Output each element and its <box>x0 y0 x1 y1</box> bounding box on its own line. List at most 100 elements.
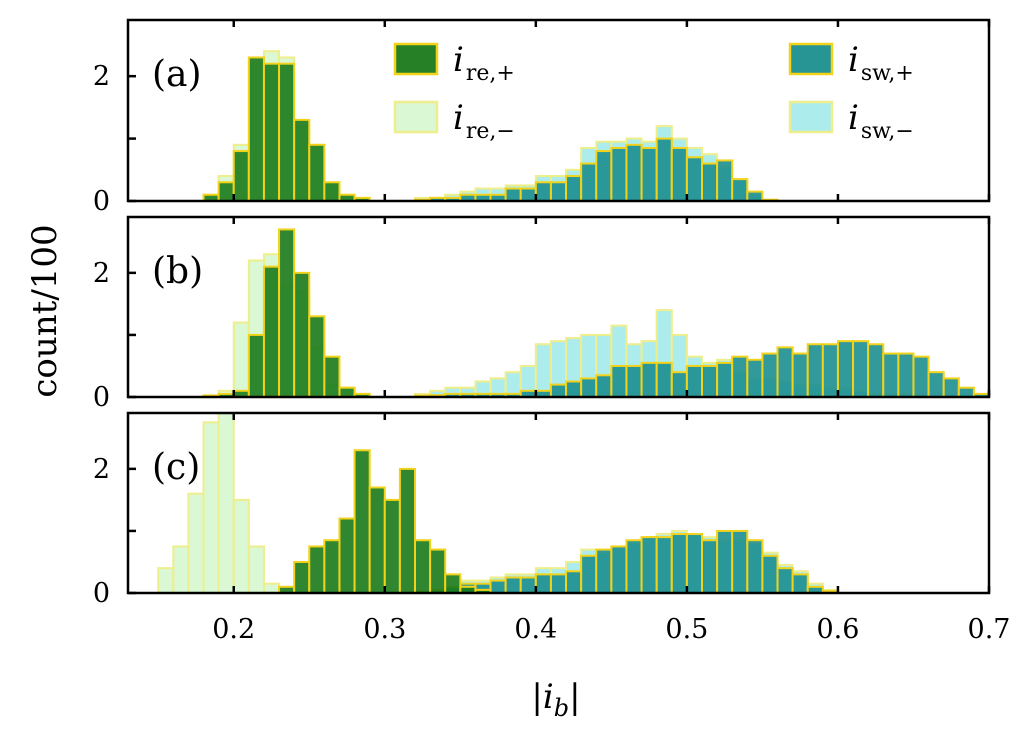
bar-sw-plus <box>746 190 764 201</box>
axes-frame <box>126 215 991 399</box>
bar-re-plus <box>353 449 371 593</box>
y-tick-label: 0 <box>93 578 110 609</box>
x-tick-label: 0.3 <box>363 614 406 645</box>
bar-sw-plus <box>731 355 749 397</box>
bars <box>202 50 779 201</box>
bar-re-plus <box>217 181 235 201</box>
bar-sw-plus <box>519 187 537 201</box>
bar-sw-plus <box>670 146 688 201</box>
bar-sw-plus <box>957 386 975 397</box>
bar-sw-plus <box>731 178 749 201</box>
bar-re-minus <box>247 545 265 593</box>
bar-re-plus <box>278 228 296 397</box>
legend-item-re-plus: ire,+ <box>393 40 515 86</box>
bar-sw-plus <box>701 162 719 201</box>
bar-sw-plus <box>625 364 643 397</box>
bar-sw-plus <box>761 554 779 593</box>
bar-sw-plus <box>746 358 764 397</box>
bar-sw-plus <box>640 536 658 593</box>
bar-sw-plus <box>791 352 809 397</box>
panels: 0 2 (a) 0 2 (b) 0 2 (c) 0.2 0.3 0.4 0.5 0.6 0.7 <box>93 18 1011 645</box>
bar-re-plus <box>293 560 311 593</box>
bar-sw-plus <box>534 573 552 593</box>
y-axis-label: count/100 <box>25 224 65 397</box>
bar-re-minus <box>232 498 250 593</box>
bar-sw-plus <box>504 576 522 593</box>
bar-sw-plus <box>701 539 719 593</box>
bar-sw-plus <box>595 150 613 201</box>
bar-sw-plus <box>716 361 734 397</box>
bar-re-plus <box>308 315 326 397</box>
bar-sw-plus <box>504 187 522 201</box>
bar-sw-plus <box>625 143 643 201</box>
bar-sw-plus <box>670 533 688 593</box>
bar-sw-plus <box>655 536 673 593</box>
bar-sw-plus <box>640 146 658 201</box>
bar-sw-plus <box>927 371 945 397</box>
bar-sw-plus <box>489 579 507 593</box>
legend-item-sw-minus: isw,− <box>788 98 914 144</box>
bar-sw-plus <box>852 340 870 397</box>
bar-sw-plus <box>670 371 688 397</box>
y-tick-label: 2 <box>93 258 110 289</box>
bar-re-plus <box>308 143 326 201</box>
legend-label: ire,+ <box>453 40 515 86</box>
legend-swatch <box>788 42 834 76</box>
bar-sw-plus <box>701 364 719 397</box>
bar-sw-plus <box>685 156 703 201</box>
bar-sw-plus <box>867 343 885 397</box>
legend-swatch <box>393 42 439 76</box>
bar-sw-plus <box>776 567 794 593</box>
bar-sw-plus <box>534 181 552 201</box>
x-tick-label: 0.6 <box>816 614 859 645</box>
bar-re-plus <box>323 181 341 201</box>
legend-label: isw,+ <box>848 40 914 86</box>
bar-sw-plus <box>716 529 734 593</box>
bar-re-plus <box>308 545 326 593</box>
bar-sw-plus <box>610 364 628 397</box>
bar-sw-plus <box>685 533 703 593</box>
bar-re-plus <box>398 467 417 593</box>
bar-re-plus <box>338 386 356 397</box>
bar-re-plus <box>338 517 356 593</box>
bar-re-plus <box>293 118 311 201</box>
bar-re-minus <box>172 545 190 593</box>
bar-sw-plus <box>549 573 568 593</box>
y-tick-label: 0 <box>93 382 110 413</box>
bar-re-plus <box>323 539 341 593</box>
bar-sw-plus <box>610 146 628 201</box>
bar-sw-plus <box>791 573 809 593</box>
bar-sw-plus <box>761 352 779 397</box>
panel-a: 0 2 (a) <box>93 18 991 217</box>
legend: ire,+ ire,− isw,+ isw,− <box>393 40 914 144</box>
bar-sw-plus <box>821 343 839 397</box>
bar-sw-plus <box>897 352 915 397</box>
bar-sw-plus <box>610 545 628 593</box>
bar-sw-plus <box>565 175 583 201</box>
x-tick-label: 0.7 <box>968 614 1011 645</box>
panel-label: (a) <box>152 54 202 95</box>
x-tick-label: 0.2 <box>212 614 255 645</box>
bar-sw-plus <box>625 539 643 593</box>
bar-sw-plus <box>640 361 658 397</box>
panel-c: 0 2 (c) <box>93 411 991 609</box>
bar-re-plus <box>247 333 265 397</box>
bar-re-plus <box>262 265 281 397</box>
bars <box>157 413 839 593</box>
bar-re-plus <box>414 539 432 593</box>
bar-re-plus <box>262 62 281 201</box>
bar-sw-plus <box>565 570 583 593</box>
legend-swatch <box>393 100 439 134</box>
bar-sw-plus <box>655 137 673 201</box>
bar-re-minus <box>262 582 281 593</box>
bars <box>202 228 989 397</box>
bar-sw-plus <box>685 364 703 397</box>
y-tick-label: 2 <box>93 61 110 92</box>
x-axis-label: |ib| <box>531 677 580 722</box>
panel-label: (b) <box>152 251 203 292</box>
legend-label: isw,− <box>848 98 914 144</box>
legend-swatch <box>788 100 834 134</box>
bar-sw-plus <box>580 162 598 201</box>
bar-sw-plus <box>731 529 749 593</box>
